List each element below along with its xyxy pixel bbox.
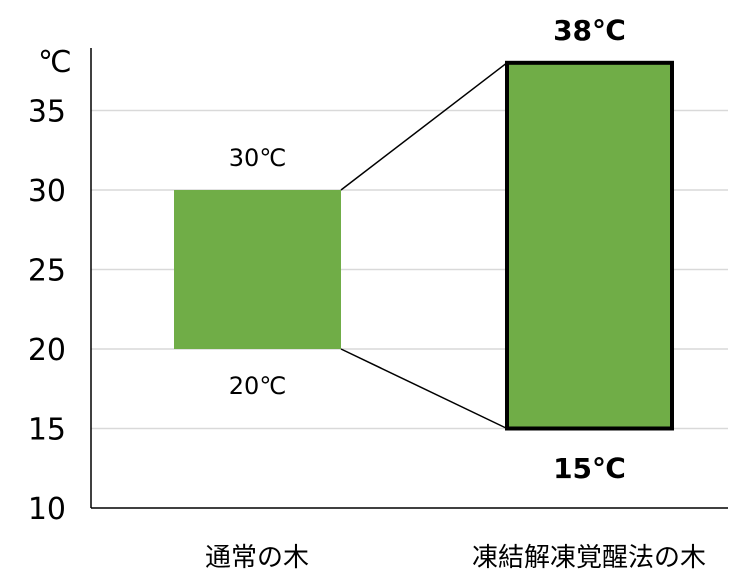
y-tick-label: 30	[28, 174, 66, 209]
connector-top	[340, 62, 508, 191]
y-tick-label: 10	[28, 492, 66, 527]
y-tick-label: 25	[28, 254, 66, 289]
bar-2	[505, 60, 674, 431]
value-label-low: 15℃	[553, 452, 626, 485]
value-label-high: 38℃	[553, 14, 626, 47]
value-label-low: 20℃	[229, 372, 287, 400]
connector-bottom	[340, 348, 508, 430]
y-tick-label: 20	[28, 333, 66, 368]
y-tick-labels: 10 15 20 25 30 35	[28, 95, 66, 528]
category-label: 通常の木	[205, 543, 309, 573]
y-tick-label: 15	[28, 413, 66, 448]
y-tick-label: 35	[28, 95, 66, 130]
bars	[174, 60, 674, 431]
value-labels: 30℃ 20℃ 38℃ 15℃	[229, 14, 626, 485]
bar-1	[174, 190, 341, 349]
category-label: 凍結解凍覚醒法の木	[472, 543, 706, 573]
y-axis	[90, 48, 728, 509]
category-labels: 通常の木 凍結解凍覚醒法の木	[205, 543, 706, 573]
connector-lines	[340, 62, 508, 430]
y-unit-label: ℃	[38, 45, 72, 80]
value-label-high: 30℃	[229, 144, 287, 172]
